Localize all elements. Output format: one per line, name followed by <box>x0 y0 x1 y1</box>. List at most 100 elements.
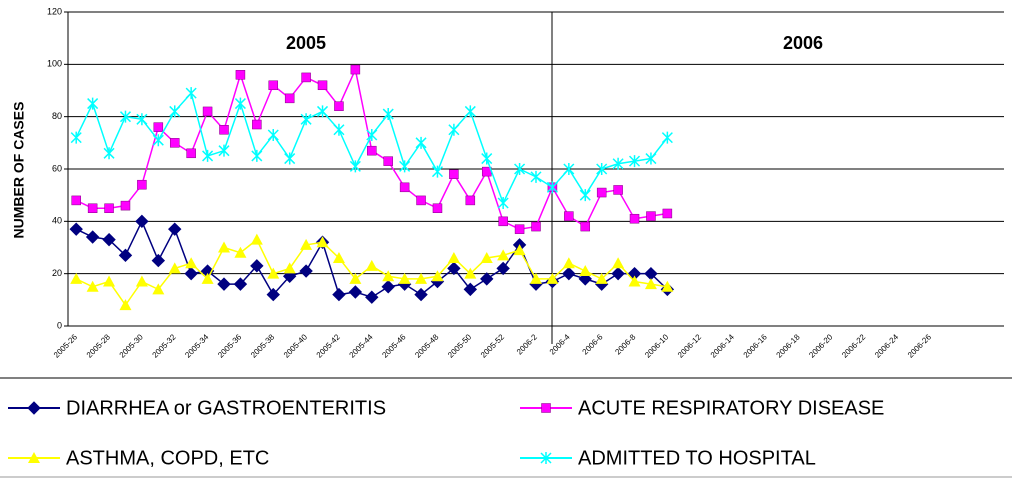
marker <box>367 145 377 156</box>
marker <box>202 149 214 162</box>
marker <box>399 160 411 173</box>
marker <box>102 232 116 247</box>
y-tick-label: 20 <box>52 268 62 278</box>
marker <box>464 267 477 279</box>
marker <box>514 163 526 175</box>
marker <box>530 272 542 284</box>
x-tick-label: 2005-28 <box>85 332 113 360</box>
marker <box>432 203 443 213</box>
marker <box>316 105 329 118</box>
marker <box>530 170 542 183</box>
marker <box>431 270 444 282</box>
y-tick-label: 60 <box>52 163 62 173</box>
marker <box>563 163 575 175</box>
x-tick-label: 2006-24 <box>873 332 901 360</box>
marker <box>87 203 98 213</box>
marker <box>496 261 510 276</box>
y-tick-label: 0 <box>57 320 62 330</box>
marker <box>282 269 297 283</box>
x-tick-label: 2005-44 <box>348 332 376 360</box>
marker <box>644 278 657 290</box>
marker <box>301 72 311 83</box>
marker <box>185 87 197 100</box>
marker <box>382 270 395 282</box>
x-tick-label: 2005-52 <box>479 332 507 360</box>
marker <box>541 403 551 413</box>
marker <box>185 257 198 269</box>
marker <box>85 230 100 244</box>
marker <box>104 203 114 213</box>
marker <box>481 152 493 165</box>
marker <box>135 275 148 287</box>
marker <box>414 287 428 302</box>
marker <box>562 257 575 269</box>
x-tick-label: 2006-8 <box>613 332 637 356</box>
marker <box>217 277 231 291</box>
x-tick-label: 2005-26 <box>52 332 80 360</box>
marker <box>497 197 509 210</box>
marker <box>28 452 40 463</box>
legend-item: ACUTE RESPIRATORY DISEASE <box>520 397 884 419</box>
marker <box>596 187 607 198</box>
marker <box>464 105 476 118</box>
year-label: 2005 <box>286 33 326 53</box>
marker <box>118 248 133 263</box>
marker <box>382 108 394 121</box>
marker <box>416 195 426 206</box>
marker <box>168 262 181 274</box>
x-tick-label: 2005-40 <box>282 332 310 360</box>
marker <box>136 113 148 126</box>
marker <box>365 290 379 304</box>
marker <box>415 136 427 149</box>
marker <box>233 277 248 291</box>
marker <box>350 64 361 75</box>
legend-label: ASTHMA, COPD, ETC <box>66 447 269 469</box>
x-tick-label: 2006-16 <box>742 332 770 360</box>
marker <box>579 189 591 202</box>
x-tick-label: 2006-18 <box>775 332 803 360</box>
marker <box>27 401 41 415</box>
marker <box>497 249 510 261</box>
marker <box>186 148 196 159</box>
y-tick-label: 80 <box>52 111 62 121</box>
marker <box>284 93 295 104</box>
marker <box>480 272 494 286</box>
marker <box>348 285 363 299</box>
marker <box>300 238 313 250</box>
marker <box>299 264 313 278</box>
marker <box>284 152 296 165</box>
marker <box>266 287 280 302</box>
marker <box>498 216 508 227</box>
marker <box>250 233 263 245</box>
marker <box>447 251 460 263</box>
marker <box>168 222 182 236</box>
x-tick-label: 2005-50 <box>446 332 474 360</box>
y-tick-label: 100 <box>47 59 62 69</box>
marker <box>332 287 346 302</box>
marker <box>234 97 246 110</box>
legend-item: ADMITTED TO HOSPITAL <box>520 447 816 469</box>
marker <box>612 157 624 170</box>
marker <box>564 211 574 221</box>
marker <box>120 200 131 211</box>
x-tick-label: 2006-26 <box>906 332 934 360</box>
marker <box>628 275 641 287</box>
marker <box>611 266 625 281</box>
marker <box>219 125 229 135</box>
marker <box>546 181 558 194</box>
marker <box>201 272 214 284</box>
marker <box>71 195 81 206</box>
marker <box>448 123 460 136</box>
marker <box>119 299 132 311</box>
legend-label: DIARRHEA or GASTROENTERITIS <box>66 397 386 419</box>
series-line <box>75 219 668 299</box>
x-tick-label: 2005-38 <box>249 332 277 360</box>
marker <box>69 222 83 236</box>
marker <box>399 182 410 193</box>
marker <box>251 149 263 162</box>
legend-item: ASTHMA, COPD, ETC <box>8 447 269 469</box>
marker <box>234 246 247 258</box>
marker <box>580 221 591 232</box>
marker <box>267 267 280 279</box>
